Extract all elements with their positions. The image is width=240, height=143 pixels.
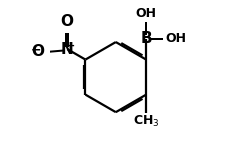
Text: CH$_3$: CH$_3$ (133, 114, 159, 129)
Text: N: N (61, 42, 74, 57)
Text: O: O (31, 44, 44, 59)
Text: −: − (31, 43, 41, 56)
Text: OH: OH (136, 7, 157, 20)
Text: B: B (140, 31, 152, 46)
Text: OH: OH (165, 32, 186, 45)
Text: +: + (66, 41, 75, 51)
Text: O: O (61, 14, 74, 29)
